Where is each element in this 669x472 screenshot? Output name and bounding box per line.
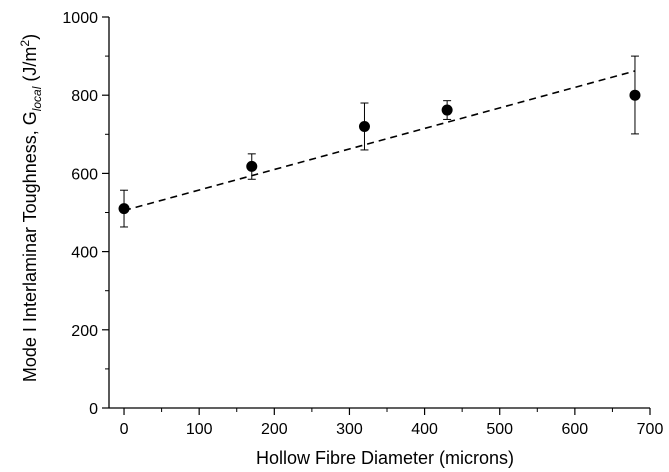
data-point (629, 89, 641, 101)
y-tick-label: 800 (71, 88, 98, 105)
plot-frame (108, 17, 650, 409)
trendline (123, 70, 636, 212)
x-tick-label: 0 (120, 421, 129, 438)
y-axis-title: Mode I Interlaminar Toughness, Glocal (J… (18, 34, 44, 382)
y-tick-label: 200 (71, 323, 98, 340)
x-tick-label: 300 (336, 421, 363, 438)
axis-ticks: 0 100 200 300 400 500 600 700 0 200 400 600 800 1000 (62, 10, 663, 438)
data-point (441, 104, 453, 116)
y-tick-label: 1000 (62, 10, 98, 27)
x-tick-label: 600 (562, 421, 589, 438)
y-axis-title-superscript: 2 (18, 40, 32, 47)
data-point (118, 203, 130, 215)
x-tick-label: 500 (486, 421, 513, 438)
y-tick-label: 600 (71, 166, 98, 183)
data-point (358, 120, 370, 132)
x-tick-label: 700 (637, 421, 664, 438)
y-axis-title-subscript: local (30, 86, 44, 111)
trendline-layer (123, 70, 636, 212)
x-axis-title: Hollow Fibre Diameter (microns) (256, 448, 514, 468)
x-tick-label: 200 (261, 421, 288, 438)
data-point (246, 160, 258, 172)
y-axis-title-unit-open: (J/m (20, 47, 40, 87)
x-tick-label: 100 (186, 421, 213, 438)
x-tick-label: 400 (411, 421, 438, 438)
y-tick-label: 400 (71, 245, 98, 262)
y-axis-title-unit-close: ) (20, 34, 40, 40)
data-points-layer (118, 55, 641, 228)
y-tick-label: 0 (89, 401, 98, 418)
y-axis-title-prefix: Mode I Interlaminar Toughness, G (20, 111, 40, 382)
